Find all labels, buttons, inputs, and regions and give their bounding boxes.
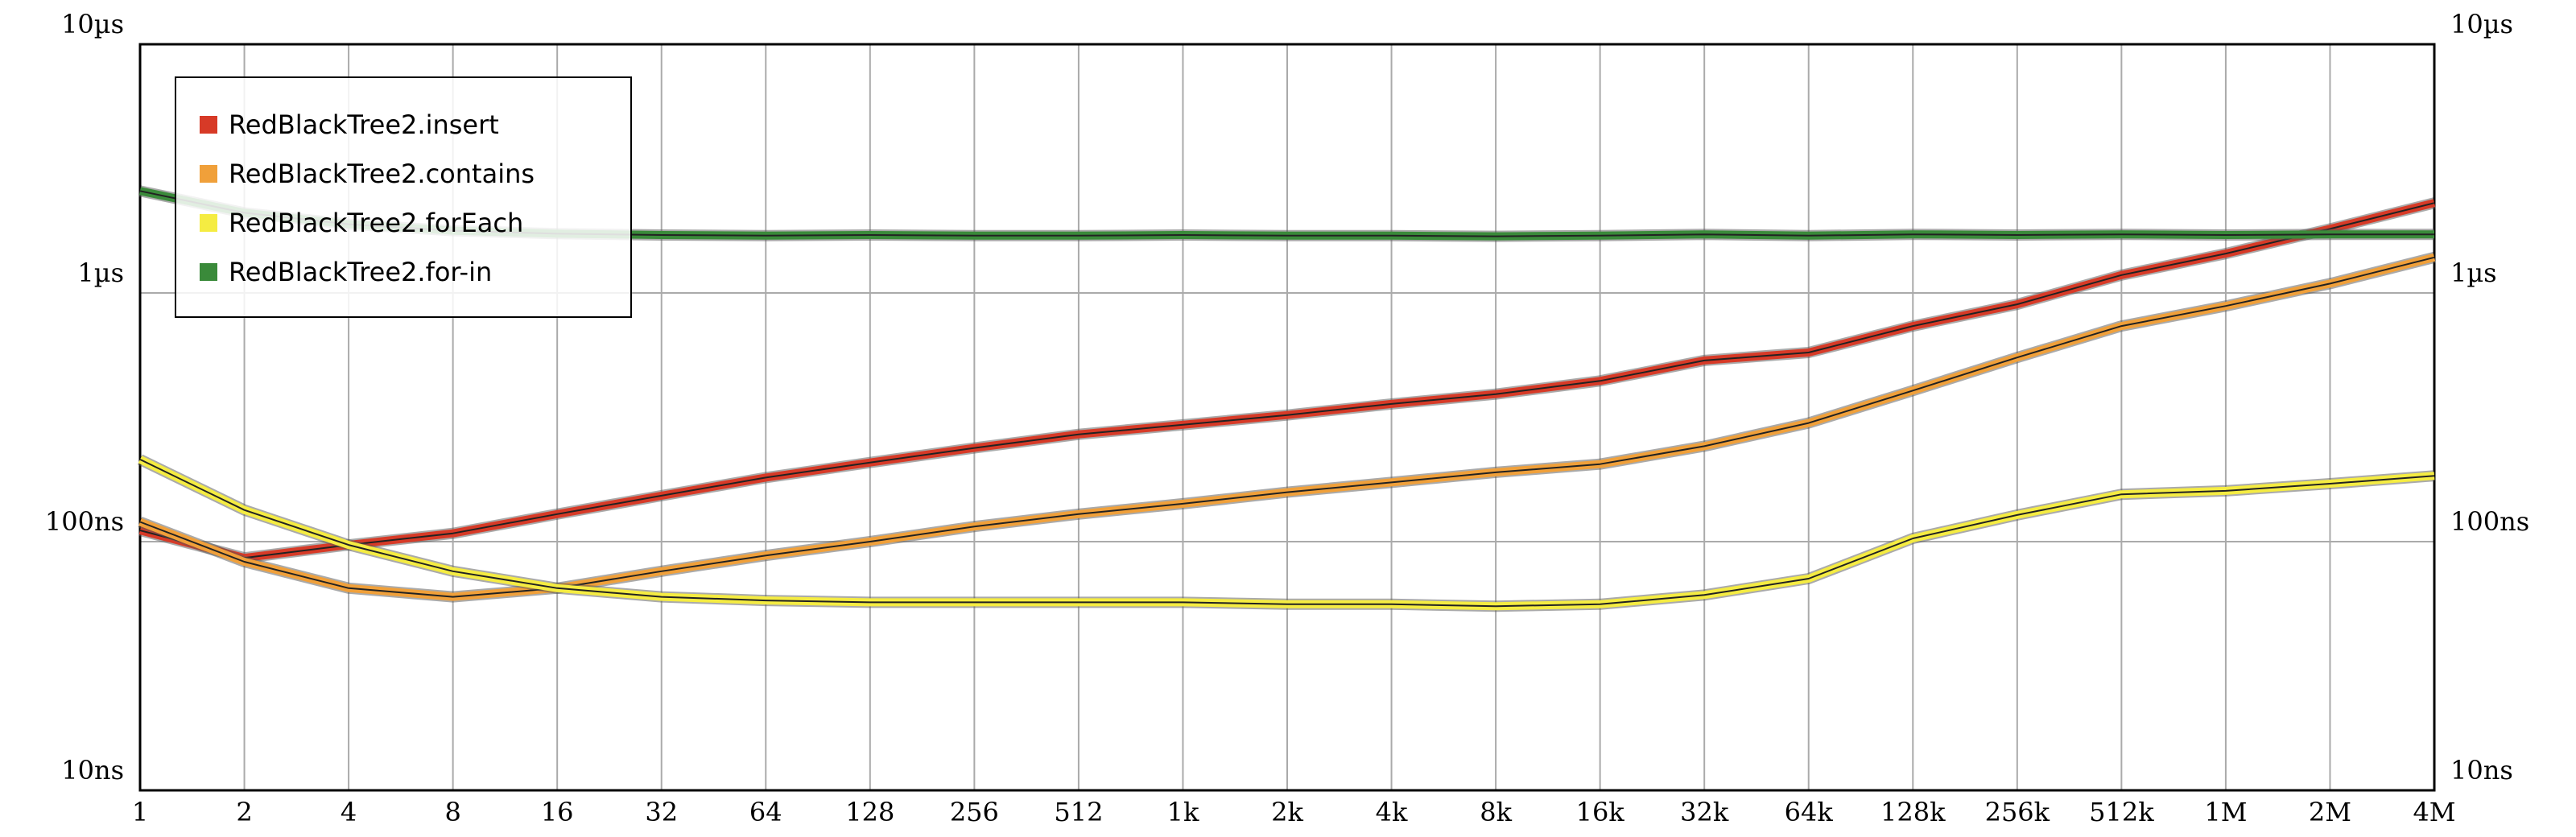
x-tick-label: 4k <box>1376 797 1408 827</box>
y-tick-label: 1µs <box>77 258 124 288</box>
y2-tick-label: 10µs <box>2450 9 2513 39</box>
legend-label: RedBlackTree2.insert <box>229 109 499 140</box>
legend-label: RedBlackTree2.forEach <box>229 208 523 238</box>
x-tick-label: 64 <box>749 797 782 827</box>
x-tick-label: 8 <box>444 797 460 827</box>
x-tick-label: 512 <box>1054 797 1103 827</box>
x-tick-label: 256k <box>1985 797 2050 827</box>
y-tick-label: 10ns <box>61 755 124 785</box>
legend-swatch <box>200 165 217 183</box>
legend-swatch <box>200 263 217 281</box>
legend-label: RedBlackTree2.for-in <box>229 257 492 287</box>
x-tick-label: 16 <box>541 797 574 827</box>
legend-swatch <box>200 214 217 232</box>
x-tick-label: 2M <box>2309 797 2351 827</box>
y-tick-label: 100ns <box>45 506 124 537</box>
x-tick-label: 1k <box>1167 797 1199 827</box>
y2-tick-label: 100ns <box>2450 506 2529 537</box>
y-tick-label: 10µs <box>61 9 124 39</box>
x-tick-label: 256 <box>950 797 999 827</box>
x-tick-label: 16k <box>1576 797 1625 827</box>
x-tick-label: 64k <box>1785 797 1834 827</box>
x-tick-label: 2 <box>236 797 252 827</box>
x-tick-label: 32k <box>1680 797 1729 827</box>
x-tick-label: 1M <box>2204 797 2247 827</box>
plot-frame <box>138 43 2436 792</box>
x-tick-label: 32 <box>645 797 678 827</box>
x-tick-label: 512k <box>2089 797 2154 827</box>
line-core <box>139 256 2435 598</box>
x-tick-label: 8k <box>1480 797 1512 827</box>
y2-tick-label: 10ns <box>2450 755 2513 785</box>
legend-box <box>175 76 632 318</box>
legend-label: RedBlackTree2.contains <box>229 159 535 189</box>
x-tick-label: 1 <box>132 797 148 827</box>
x-tick-label: 4 <box>341 797 357 827</box>
line-core <box>139 459 2435 608</box>
legend-swatch <box>200 116 217 134</box>
x-tick-label: 4M <box>2413 797 2455 827</box>
line-core <box>139 202 2435 559</box>
x-tick-label: 128k <box>1880 797 1946 827</box>
legend: RedBlackTree2.insert RedBlackTree2.contai… <box>175 76 632 318</box>
x-tick-label: 128 <box>845 797 894 827</box>
y2-tick-label: 1µs <box>2450 258 2497 288</box>
x-tick-label: 2k <box>1271 797 1303 827</box>
